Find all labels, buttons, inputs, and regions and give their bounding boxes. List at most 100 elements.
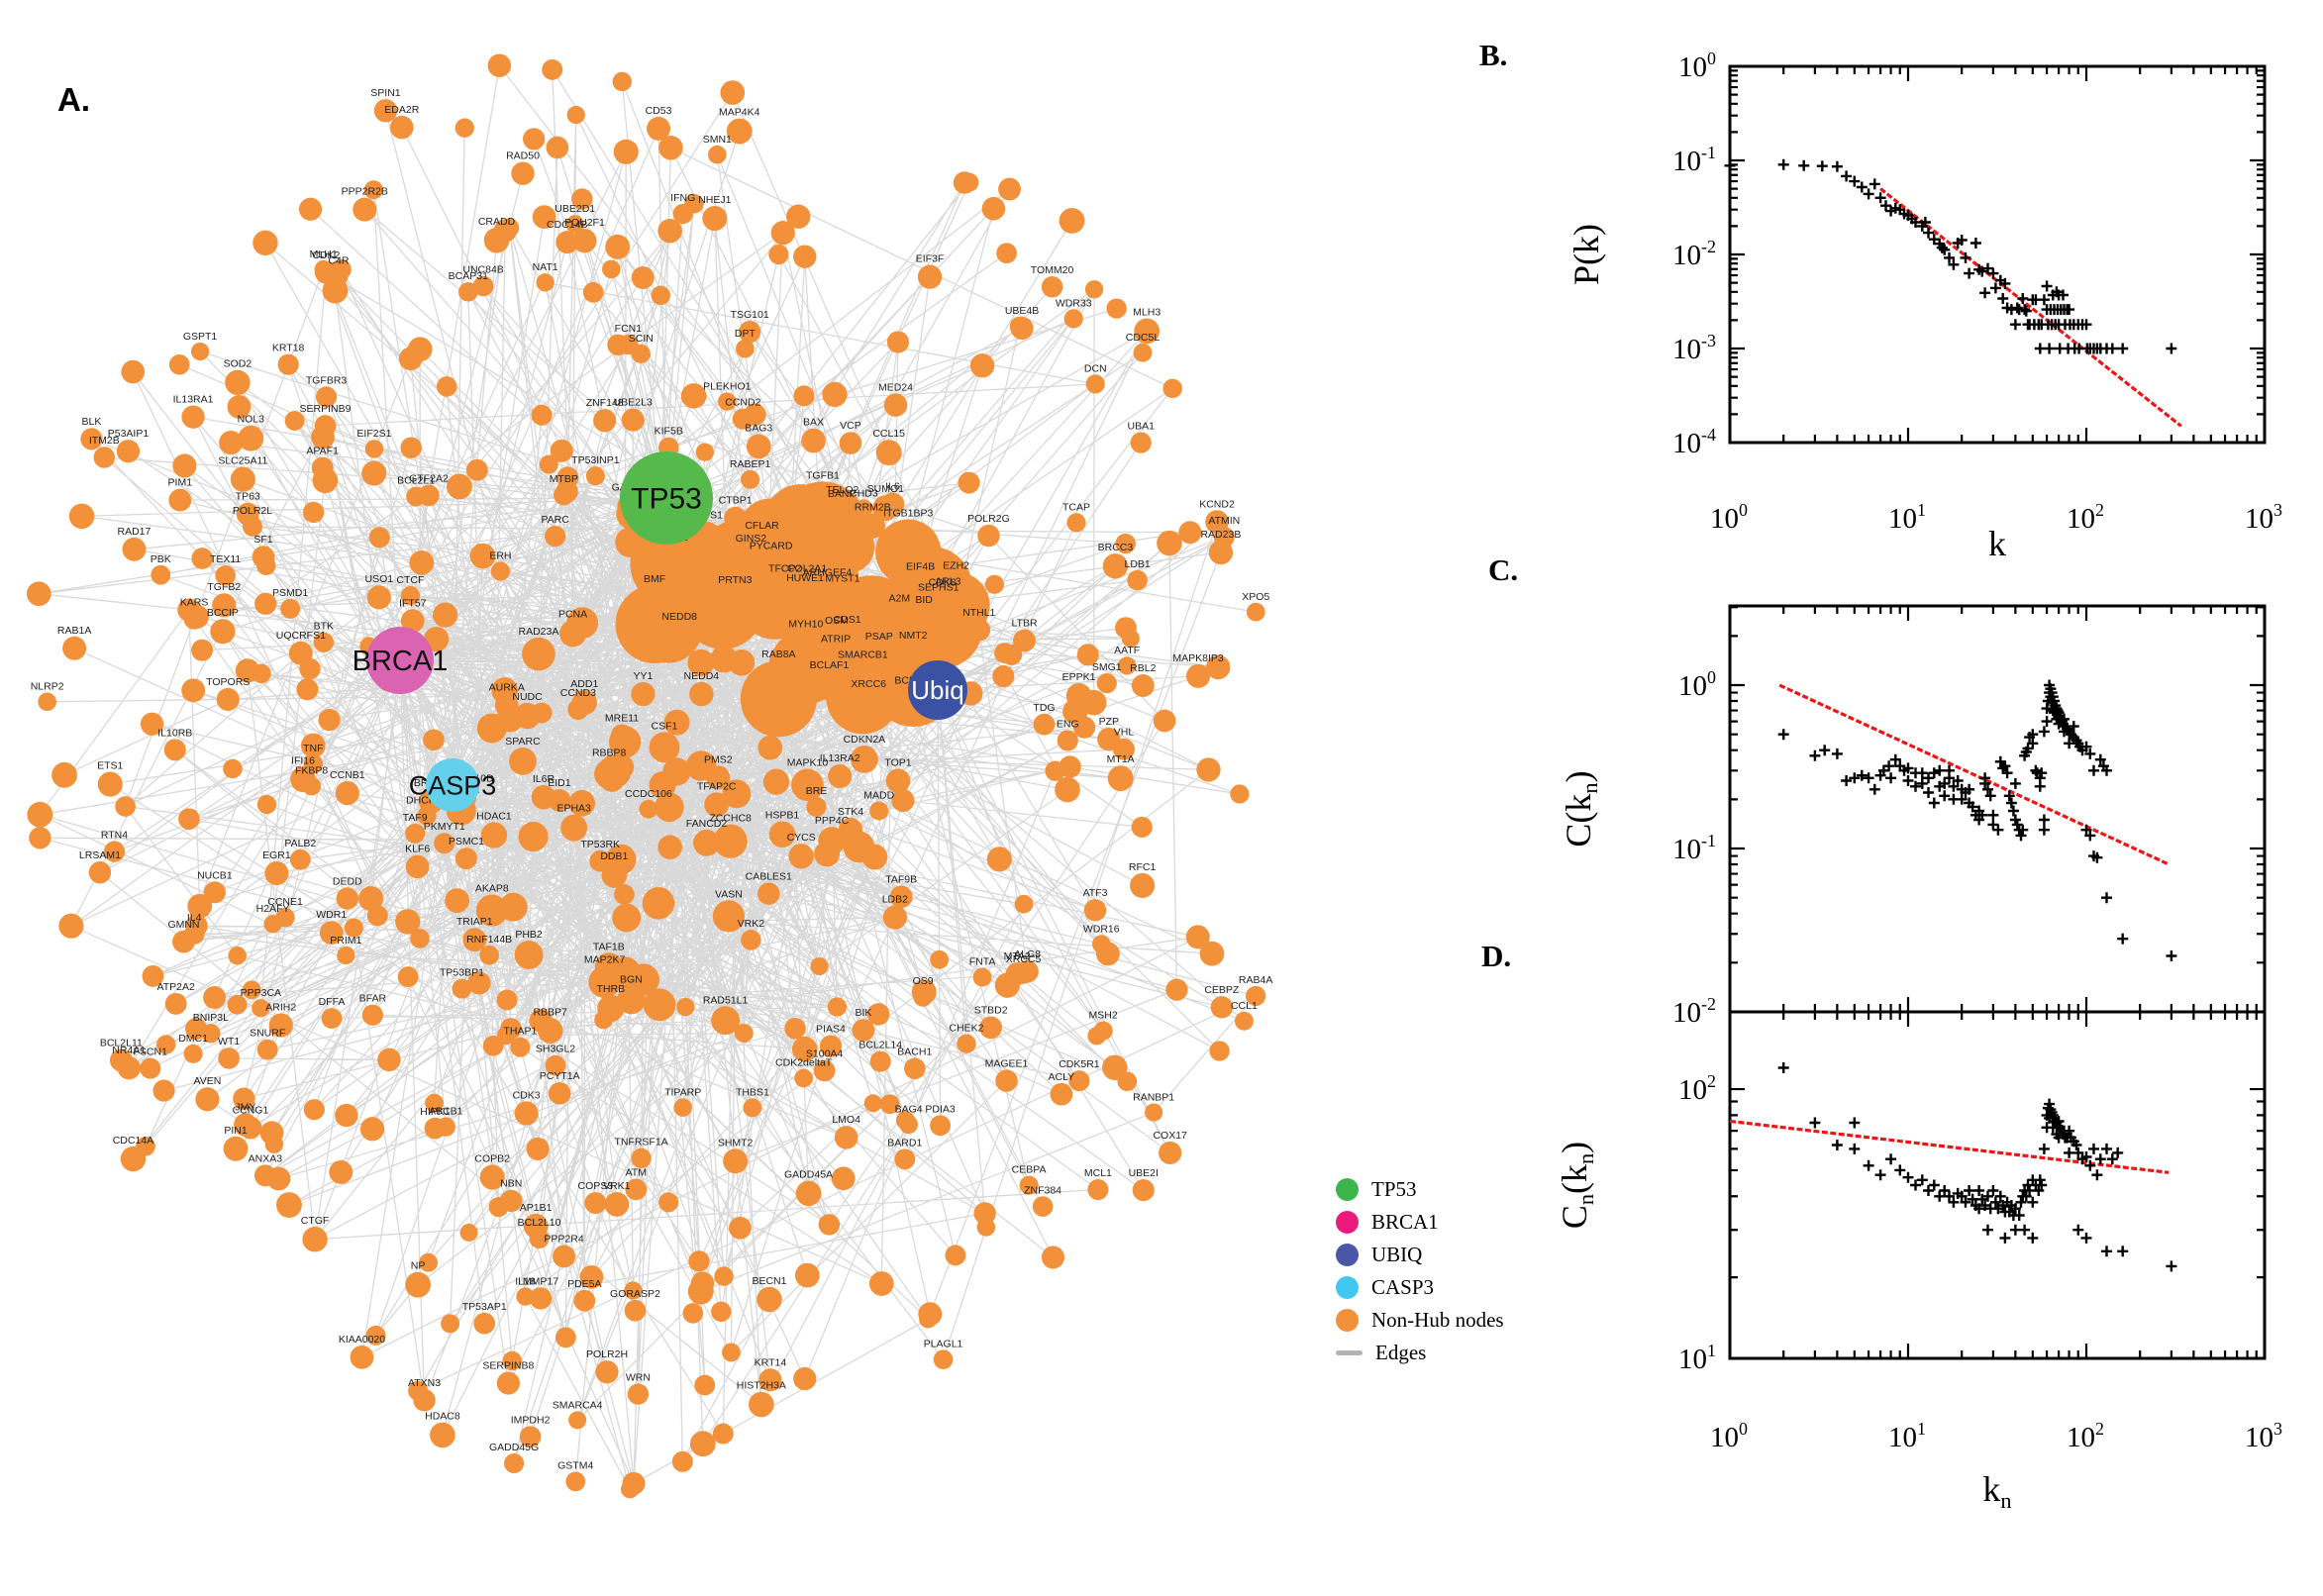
svg-text:MLH1: MLH1 [310,249,338,260]
svg-text:CDKN2A: CDKN2A [844,734,886,746]
network-graph: BCCIP WDR33 POLR2H NAT1 TAF9 WRN RBL2 CABLES1 ER… [26,53,1272,1499]
svg-text:EPHA3: EPHA3 [556,803,591,815]
svg-text:CCNG1: CCNG1 [233,1105,269,1117]
x-tick-label: 100 [1710,500,1748,535]
plot-panel-c: 100 10-1 10-2 C(kn) [1559,604,2267,1029]
svg-text:TAF1B: TAF1B [593,941,625,952]
plot-frame [1728,64,2267,445]
svg-text:WT1: WT1 [218,1036,240,1047]
svg-text:IL4: IL4 [187,912,202,924]
svg-text:DFFA: DFFA [319,996,346,1008]
svg-text:FCN1: FCN1 [615,323,643,335]
axis-ticks [1728,64,2267,445]
svg-text:GINS2: GINS2 [736,533,767,545]
svg-text:RAD23B: RAD23B [1200,529,1241,541]
svg-text:BRCC3: BRCC3 [1098,542,1134,553]
node-circle-icon [1336,1244,1359,1266]
svg-text:APAF1: APAF1 [306,446,339,457]
svg-text:BCAP31: BCAP31 [449,270,488,282]
svg-text:BAG3: BAG3 [745,423,772,435]
svg-text:WDR16: WDR16 [1083,923,1120,935]
svg-text:SERPINB8: SERPINB8 [482,1360,534,1372]
svg-text:BANP: BANP [828,488,857,500]
svg-text:PDE5A: PDE5A [567,1278,601,1290]
fit-line [1879,187,2182,428]
network-legend: TP53 BRCA1 UBIQ CASP3 Non-Hub nodes Edges [1336,1173,1504,1369]
svg-text:HDAC8: HDAC8 [425,1411,460,1423]
hub-label-ubiq: Ubiq [911,675,963,705]
fit-line [1729,1119,2170,1174]
svg-text:IFI16: IFI16 [291,754,315,766]
svg-text:CDC14B: CDC14B [547,219,587,231]
svg-text:SOD2: SOD2 [224,358,252,370]
svg-text:BGN: BGN [620,974,643,986]
svg-text:NP: NP [411,1260,426,1272]
svg-text:BECN1: BECN1 [752,1275,786,1287]
svg-text:BTK: BTK [314,621,334,633]
svg-text:PSMC1: PSMC1 [449,836,484,848]
svg-text:PYCARD: PYCARD [750,540,793,551]
svg-text:ALG8: ALG8 [1014,948,1041,960]
svg-text:CCNE1: CCNE1 [267,896,303,908]
svg-text:POU2F1: POU2F1 [564,217,605,229]
svg-text:TAF9B: TAF9B [885,873,917,885]
svg-text:IFNG: IFNG [670,192,695,204]
svg-text:BCCIP: BCCIP [207,607,239,619]
svg-text:BCL2L10: BCL2L10 [518,1217,561,1229]
svg-text:UNC84B: UNC84B [462,264,503,276]
svg-text:MYST1: MYST1 [825,572,859,584]
svg-text:MTA2: MTA2 [1004,950,1031,962]
svg-text:AURKA: AURKA [489,681,525,693]
svg-text:CDK3: CDK3 [513,1089,541,1101]
svg-text:CDK5R1: CDK5R1 [1059,1058,1100,1070]
svg-text:KARS: KARS [180,596,209,608]
svg-text:TP53INP1: TP53INP1 [571,454,620,466]
legend-item-label: Non-Hub nodes [1371,1308,1504,1332]
y-tick-label: 10-1 [1672,831,1716,865]
svg-text:TOP1: TOP1 [884,756,911,768]
svg-text:MADD: MADD [863,790,894,802]
svg-text:HIST2H3A: HIST2H3A [737,1380,786,1392]
svg-text:NHEJ1: NHEJ1 [698,194,731,206]
svg-text:DPT: DPT [735,328,757,340]
svg-text:CHEK2: CHEK2 [949,1023,983,1035]
svg-text:MT1A: MT1A [1107,753,1135,765]
svg-text:COPS3: COPS3 [578,1180,614,1192]
svg-text:SHMT2: SHMT2 [718,1137,754,1148]
svg-text:HIPK1: HIPK1 [420,1106,451,1118]
svg-text:RANBP1: RANBP1 [1133,1091,1174,1103]
panel-label-b: B. [1479,38,1508,72]
svg-text:PPP4C: PPP4C [815,815,850,827]
svg-text:CTGF: CTGF [301,1215,330,1227]
hub-node-casp3 [426,758,479,812]
svg-text:MMP17: MMP17 [523,1275,558,1287]
svg-text:BNIP3L: BNIP3L [193,1012,229,1024]
svg-text:CCL15: CCL15 [872,428,905,440]
svg-text:MAGEE1: MAGEE1 [985,1057,1029,1069]
svg-text:BMF: BMF [644,573,665,585]
svg-text:BCL2L14: BCL2L14 [858,1040,902,1051]
svg-text:PKMYT1: PKMYT1 [424,821,465,833]
svg-text:CDC5L: CDC5L [1126,332,1161,344]
svg-text:RTN4: RTN4 [101,829,128,841]
svg-text:MCL1: MCL1 [1084,1167,1112,1179]
svg-text:STBD2: STBD2 [974,1005,1008,1017]
y-tick-label: 10-2 [1672,237,1716,271]
svg-text:PIN1: PIN1 [224,1125,248,1137]
svg-text:MAP4K4: MAP4K4 [719,107,760,119]
svg-text:PMS2: PMS2 [704,753,733,765]
svg-text:PIAS4: PIAS4 [816,1024,846,1036]
svg-text:AATF: AATF [1114,645,1140,656]
network-hub-nodes: TP53 BRCA1 Ubiq CASP3 [353,451,967,812]
svg-text:COL2A1: COL2A1 [787,563,827,575]
svg-text:CCL1: CCL1 [1231,1000,1258,1012]
svg-text:PARC: PARC [541,514,569,526]
svg-text:EIF3F: EIF3F [916,253,945,265]
y-axis-label: Cn(kn) [1555,1142,1598,1229]
svg-text:OS9: OS9 [913,975,934,987]
node-circle-icon [1336,1276,1359,1299]
svg-text:AKAP8: AKAP8 [475,883,509,895]
svg-text:TRIAP1: TRIAP1 [456,916,493,928]
svg-text:S100A4: S100A4 [806,1048,844,1060]
svg-text:NUCB1: NUCB1 [197,869,233,881]
